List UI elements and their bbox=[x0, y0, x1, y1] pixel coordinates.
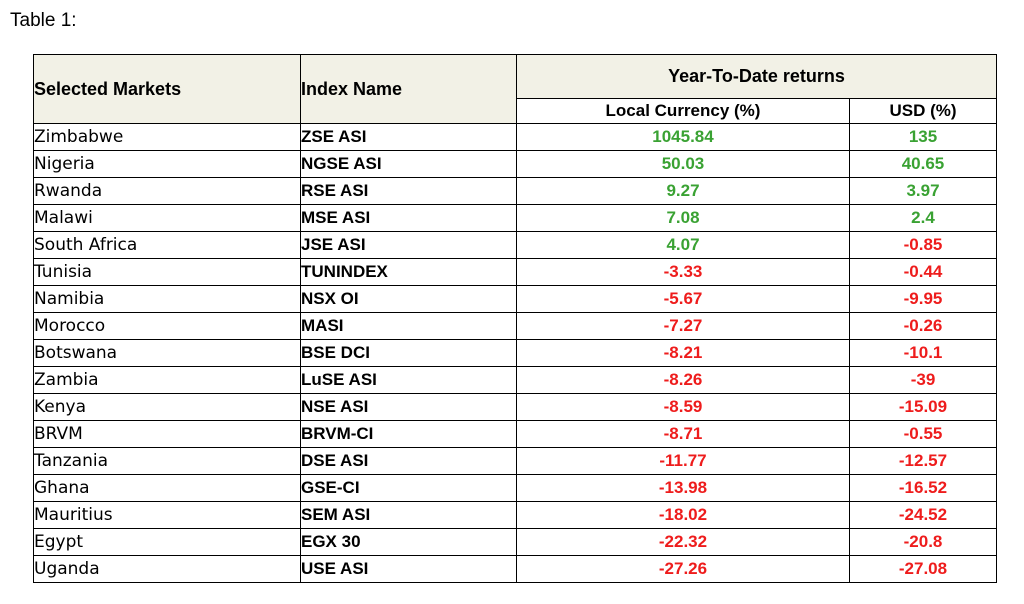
table-row: Tanzania DSE ASI -11.77 -12.57 bbox=[33, 447, 997, 475]
market-cell: Tanzania bbox=[33, 447, 301, 475]
local-return-cell: 1045.84 bbox=[516, 123, 850, 151]
market-cell: Ghana bbox=[33, 474, 301, 502]
usd-return-cell: -27.08 bbox=[849, 555, 997, 583]
market-cell: Namibia bbox=[33, 285, 301, 313]
returns-table: Selected Markets Index Name Year-To-Date… bbox=[33, 54, 997, 583]
local-return-cell: -18.02 bbox=[516, 501, 850, 529]
local-return-cell: 4.07 bbox=[516, 231, 850, 259]
index-name-cell: ZSE ASI bbox=[300, 123, 517, 151]
index-name-cell: NSE ASI bbox=[300, 393, 517, 421]
usd-return-cell: -0.44 bbox=[849, 258, 997, 286]
table-body: Zimbabwe ZSE ASI 1045.84 135 Nigeria NGSE ASI… bbox=[33, 123, 997, 583]
usd-return-cell: 135 bbox=[849, 123, 997, 151]
index-name-cell: GSE-CI bbox=[300, 474, 517, 502]
index-name-cell: MSE ASI bbox=[300, 204, 517, 232]
usd-return-cell: -20.8 bbox=[849, 528, 997, 556]
index-name-cell: USE ASI bbox=[300, 555, 517, 583]
header-selected-markets: Selected Markets bbox=[33, 54, 301, 124]
usd-return-cell: -0.85 bbox=[849, 231, 997, 259]
table-header: Selected Markets Index Name Year-To-Date… bbox=[33, 54, 997, 124]
index-name-cell: LuSE ASI bbox=[300, 366, 517, 394]
table-row: Botswana BSE DCI -8.21 -10.1 bbox=[33, 339, 997, 367]
index-name-cell: JSE ASI bbox=[300, 231, 517, 259]
table-row: Zambia LuSE ASI -8.26 -39 bbox=[33, 366, 997, 394]
table-row: Namibia NSX OI -5.67 -9.95 bbox=[33, 285, 997, 313]
usd-return-cell: -15.09 bbox=[849, 393, 997, 421]
header-index-name: Index Name bbox=[300, 54, 517, 124]
table-row: Malawi MSE ASI 7.08 2.4 bbox=[33, 204, 997, 232]
market-cell: Mauritius bbox=[33, 501, 301, 529]
header-usd: USD (%) bbox=[849, 98, 997, 124]
table-row: Morocco MASI -7.27 -0.26 bbox=[33, 312, 997, 340]
table-row: Zimbabwe ZSE ASI 1045.84 135 bbox=[33, 123, 997, 151]
usd-return-cell: 40.65 bbox=[849, 150, 997, 178]
table-row: Tunisia TUNINDEX -3.33 -0.44 bbox=[33, 258, 997, 286]
market-cell: Tunisia bbox=[33, 258, 301, 286]
usd-return-cell: 2.4 bbox=[849, 204, 997, 232]
market-cell: BRVM bbox=[33, 420, 301, 448]
usd-return-cell: -9.95 bbox=[849, 285, 997, 313]
local-return-cell: -8.26 bbox=[516, 366, 850, 394]
index-name-cell: TUNINDEX bbox=[300, 258, 517, 286]
usd-return-cell: 3.97 bbox=[849, 177, 997, 205]
index-name-cell: MASI bbox=[300, 312, 517, 340]
local-return-cell: -7.27 bbox=[516, 312, 850, 340]
index-name-cell: SEM ASI bbox=[300, 501, 517, 529]
local-return-cell: 7.08 bbox=[516, 204, 850, 232]
local-return-cell: -8.71 bbox=[516, 420, 850, 448]
local-return-cell: -8.21 bbox=[516, 339, 850, 367]
market-cell: Zimbabwe bbox=[33, 123, 301, 151]
header-ytd-returns: Year-To-Date returns bbox=[516, 54, 997, 99]
local-return-cell: 9.27 bbox=[516, 177, 850, 205]
table-row: Kenya NSE ASI -8.59 -15.09 bbox=[33, 393, 997, 421]
local-return-cell: -22.32 bbox=[516, 528, 850, 556]
local-return-cell: -8.59 bbox=[516, 393, 850, 421]
usd-return-cell: -12.57 bbox=[849, 447, 997, 475]
index-name-cell: NSX OI bbox=[300, 285, 517, 313]
local-return-cell: -3.33 bbox=[516, 258, 850, 286]
table-row: Nigeria NGSE ASI 50.03 40.65 bbox=[33, 150, 997, 178]
usd-return-cell: -10.1 bbox=[849, 339, 997, 367]
table-row: Egypt EGX 30 -22.32 -20.8 bbox=[33, 528, 997, 556]
market-cell: Egypt bbox=[33, 528, 301, 556]
index-name-cell: BRVM-CI bbox=[300, 420, 517, 448]
local-return-cell: -27.26 bbox=[516, 555, 850, 583]
header-local-currency: Local Currency (%) bbox=[516, 98, 850, 124]
local-return-cell: -13.98 bbox=[516, 474, 850, 502]
table-row: Ghana GSE-CI -13.98 -16.52 bbox=[33, 474, 997, 502]
table-row: Mauritius SEM ASI -18.02 -24.52 bbox=[33, 501, 997, 529]
usd-return-cell: -0.55 bbox=[849, 420, 997, 448]
index-name-cell: DSE ASI bbox=[300, 447, 517, 475]
index-name-cell: EGX 30 bbox=[300, 528, 517, 556]
table-caption: Table 1: bbox=[10, 10, 77, 31]
market-cell: Botswana bbox=[33, 339, 301, 367]
market-cell: Zambia bbox=[33, 366, 301, 394]
market-cell: Rwanda bbox=[33, 177, 301, 205]
table-row: Rwanda RSE ASI 9.27 3.97 bbox=[33, 177, 997, 205]
local-return-cell: -5.67 bbox=[516, 285, 850, 313]
usd-return-cell: -0.26 bbox=[849, 312, 997, 340]
index-name-cell: BSE DCI bbox=[300, 339, 517, 367]
table-row: Uganda USE ASI -27.26 -27.08 bbox=[33, 555, 997, 583]
usd-return-cell: -39 bbox=[849, 366, 997, 394]
local-return-cell: 50.03 bbox=[516, 150, 850, 178]
market-cell: Uganda bbox=[33, 555, 301, 583]
table-row: South Africa JSE ASI 4.07 -0.85 bbox=[33, 231, 997, 259]
market-cell: Malawi bbox=[33, 204, 301, 232]
market-cell: Kenya bbox=[33, 393, 301, 421]
local-return-cell: -11.77 bbox=[516, 447, 850, 475]
table-row: BRVM BRVM-CI -8.71 -0.55 bbox=[33, 420, 997, 448]
index-name-cell: RSE ASI bbox=[300, 177, 517, 205]
index-name-cell: NGSE ASI bbox=[300, 150, 517, 178]
market-cell: South Africa bbox=[33, 231, 301, 259]
market-cell: Morocco bbox=[33, 312, 301, 340]
usd-return-cell: -24.52 bbox=[849, 501, 997, 529]
usd-return-cell: -16.52 bbox=[849, 474, 997, 502]
market-cell: Nigeria bbox=[33, 150, 301, 178]
